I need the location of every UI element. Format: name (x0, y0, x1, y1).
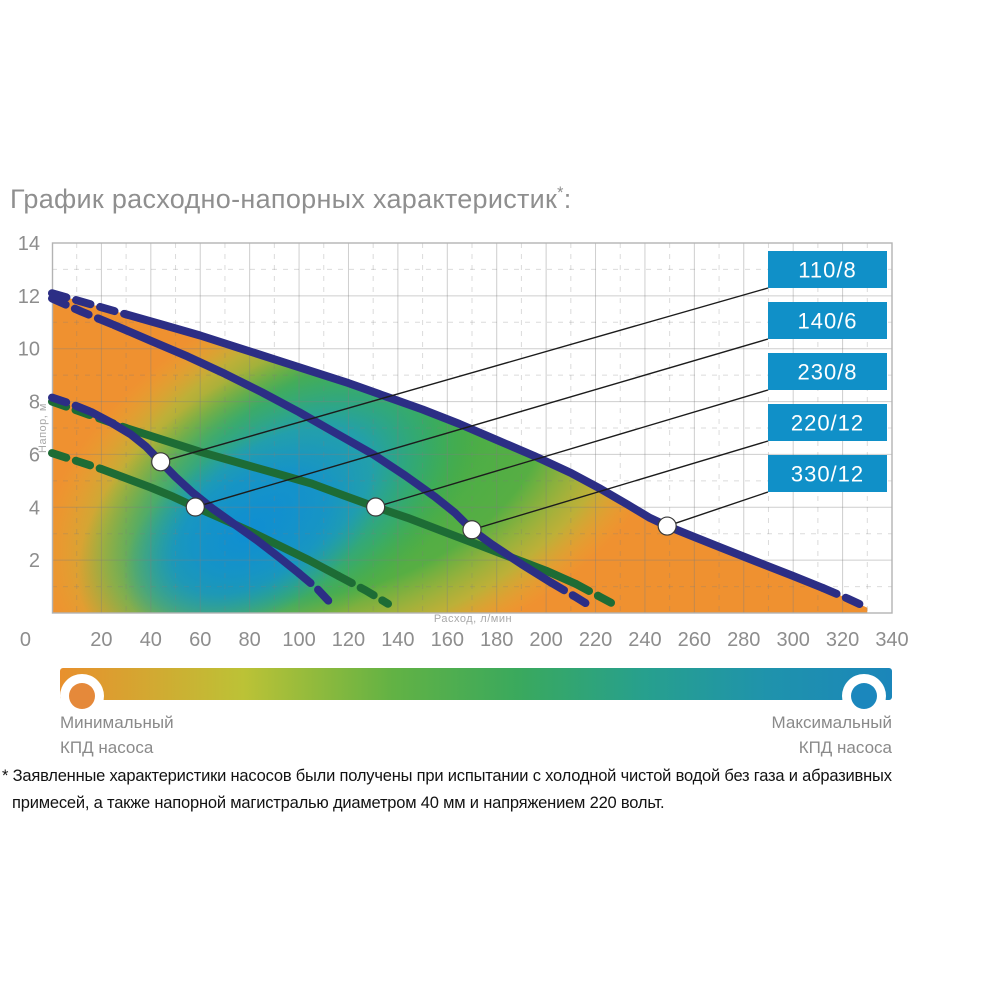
x-tick-40: 40 (140, 629, 162, 651)
callout-marker-230/8 (366, 497, 386, 517)
callout-line-330/12 (666, 491, 769, 527)
curve-220/12 (48, 294, 118, 329)
callout-marker-330/12 (657, 516, 677, 536)
callout-markers (151, 452, 677, 540)
callout-marker-110/8 (151, 452, 171, 472)
legend-label-220/12: 220/12 (791, 411, 864, 436)
curve-330/12 (818, 583, 872, 612)
callout-marker-220/12 (462, 520, 482, 540)
curve-140/6 (97, 465, 343, 580)
legend-box-220/12 (768, 404, 887, 441)
min-efficiency-dot-icon (69, 683, 95, 709)
x-tick-140: 140 (381, 629, 414, 651)
callout-line-110/8 (160, 287, 769, 463)
legend-label-330/12: 330/12 (791, 462, 864, 487)
x-axis-label: Расход, л/мин (434, 613, 512, 625)
y-tick-6: 6 (29, 444, 40, 466)
y-axis-label: Напор, м (37, 403, 49, 453)
x-tick-240: 240 (628, 629, 661, 651)
efficiency-field (52, 293, 868, 613)
footnote: * Заявленные характеристики насосов были… (2, 767, 892, 812)
x-tick-280: 280 (727, 629, 760, 651)
min-efficiency-label: Минимальный КПД насоса (60, 711, 174, 760)
callout-lines (160, 287, 769, 531)
title-text: График расходно-напорных характеристик (10, 184, 558, 214)
pump-curves-chart: 110/8 140/6 230/8 220/12 330/12 0 20 40 60 80 100… (18, 233, 909, 651)
y-tick-8: 8 (29, 392, 40, 414)
x-tick-180: 180 (480, 629, 513, 651)
callout-marker-140/6 (185, 497, 205, 517)
title-colon: : (563, 184, 572, 214)
x-tick-80: 80 (239, 629, 261, 651)
efficiency-gradient-bar (60, 668, 892, 700)
legend-box-230/8 (768, 353, 887, 390)
x-tick-60: 60 (189, 629, 211, 651)
y-tick-2: 2 (29, 550, 40, 572)
max-label-line1: Максимальный (771, 713, 892, 732)
y-tick-10: 10 (18, 339, 40, 361)
max-label-line2: КПД насоса (798, 737, 892, 757)
x-tick-20: 20 (90, 629, 112, 651)
legend-boxes: 110/8 140/6 230/8 220/12 330/12 (768, 251, 887, 492)
y-tick-12: 12 (18, 286, 40, 308)
plot-frame (51, 242, 893, 614)
curve-220/12 (547, 578, 598, 612)
curve-110/8 (87, 408, 304, 578)
curve-110/8 (295, 569, 333, 606)
callout-line-220/12 (471, 440, 769, 531)
callout-line-140/6 (195, 338, 769, 508)
x-tick-340: 340 (875, 629, 908, 651)
gridlines (52, 243, 892, 613)
curve-330/12 (48, 289, 131, 319)
x-tick-120: 120 (332, 629, 365, 651)
axis-tick-labels: 0 20 40 60 80 100 120 140 160 180 200 220 240 260 280 3… (18, 233, 909, 651)
x-tick-100: 100 (282, 629, 315, 651)
x-tick-160: 160 (431, 629, 464, 651)
legend-label-230/8: 230/8 (797, 360, 857, 385)
max-efficiency-dot-icon (851, 683, 877, 709)
y-tick-4: 4 (29, 497, 40, 519)
legend-label-110/8: 110/8 (798, 258, 856, 283)
title-asterisk: * (557, 184, 564, 202)
curve-140/6 (334, 572, 392, 608)
origin-tick: 0 (20, 629, 31, 651)
y-tick-14: 14 (18, 233, 40, 255)
legend-box-330/12 (768, 455, 887, 492)
x-tick-200: 200 (529, 629, 562, 651)
x-tick-300: 300 (776, 629, 809, 651)
x-tick-260: 260 (678, 629, 711, 651)
curve-230/8 (571, 579, 622, 611)
curve-110/8 (48, 393, 96, 417)
x-tick-220: 220 (579, 629, 612, 651)
legend-box-140/6 (768, 302, 887, 339)
curve-330/12 (122, 310, 827, 592)
max-efficiency-label: Максимальный КПД насоса (772, 711, 892, 760)
legend-label-140/6: 140/6 (797, 309, 857, 334)
page-title: График расходно-напорных характеристик*: (10, 184, 572, 215)
legend-box-110/8 (768, 251, 887, 288)
pump-curves (48, 289, 872, 612)
min-label-line1: Минимальный (60, 713, 174, 732)
curve-140/6 (48, 449, 106, 473)
callout-line-230/8 (375, 389, 769, 508)
min-label-line2: КПД насоса (60, 737, 154, 757)
x-tick-320: 320 (826, 629, 859, 651)
